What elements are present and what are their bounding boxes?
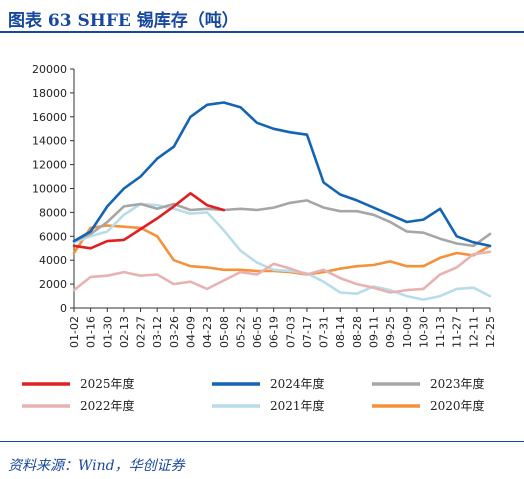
x-tick-label: 09-25 <box>384 316 397 348</box>
x-tick-label: 11-13 <box>434 316 447 348</box>
x-tick-label: 01-16 <box>85 316 98 348</box>
chart-legend: 2025年度 2024年度 2023年度 2022年度 2021年度 2020年度 <box>22 376 485 413</box>
x-tick-label: 05-08 <box>218 316 231 348</box>
series-line-2023年度 <box>72 199 492 248</box>
footer-divider <box>0 441 524 442</box>
y-axis-ticks: 0 2000 4000 6000 8000 10000 12000 14000 16000 180… <box>32 63 74 315</box>
x-tick-label: 10-30 <box>417 316 430 348</box>
x-tick-label: 07-03 <box>284 316 297 348</box>
x-tick-label: 07-31 <box>318 316 331 348</box>
x-tick-label: 04-09 <box>184 316 197 348</box>
y-tick-label: 4000 <box>39 254 67 267</box>
x-tick-label: 05-22 <box>234 316 247 348</box>
x-tick-label: 06-19 <box>268 316 281 348</box>
y-tick-label: 6000 <box>39 230 67 243</box>
x-tick-label: 09-11 <box>368 316 381 348</box>
y-tick-label: 16000 <box>32 111 67 124</box>
y-tick-label: 14000 <box>32 135 67 148</box>
legend-label: 2020年度 <box>430 398 485 413</box>
x-tick-label: 02-13 <box>118 316 131 348</box>
x-tick-label: 06-05 <box>251 316 264 348</box>
legend-label: 2022年度 <box>80 398 135 413</box>
series-line-2024年度 <box>72 101 492 248</box>
source-note: 资料来源：Wind，华创证券 <box>8 458 185 474</box>
x-tick-label: 10-09 <box>401 316 414 348</box>
x-tick-label: 11-27 <box>451 316 464 348</box>
line-chart: 0 2000 4000 6000 8000 10000 12000 14000 16000 180… <box>22 63 497 413</box>
legend-label: 2023年度 <box>430 376 485 391</box>
x-tick-label: 12-11 <box>467 316 480 348</box>
y-tick-label: 12000 <box>32 159 67 172</box>
legend-label: 2021年度 <box>270 398 325 413</box>
series-line-2025年度 <box>72 192 226 250</box>
title-divider <box>0 31 524 33</box>
y-tick-label: 20000 <box>32 63 67 76</box>
x-tick-label: 01-02 <box>68 316 81 348</box>
legend-label: 2024年度 <box>270 376 325 391</box>
x-tick-label: 03-26 <box>168 316 181 348</box>
x-axis-ticks: 01-02 01-16 01-30 02-13 02-27 03-12 03-26 04-09… <box>68 308 497 348</box>
x-tick-label: 08-28 <box>351 316 364 348</box>
y-tick-label: 0 <box>60 302 67 315</box>
y-tick-label: 8000 <box>39 206 67 219</box>
legend-label: 2025年度 <box>80 376 135 391</box>
y-tick-label: 18000 <box>32 87 67 100</box>
x-tick-label: 01-30 <box>101 316 114 348</box>
x-tick-label: 08-14 <box>334 316 347 348</box>
series-lines <box>72 101 492 301</box>
x-tick-label: 02-27 <box>135 316 148 348</box>
series-line-2022年度 <box>72 250 492 294</box>
x-tick-label: 04-23 <box>201 316 214 348</box>
y-tick-label: 2000 <box>39 278 67 291</box>
x-tick-label: 03-12 <box>151 316 164 348</box>
chart-title: 图表 63 SHFE 锡库存（吨） <box>8 11 239 31</box>
x-tick-label: 12-25 <box>484 316 497 348</box>
x-tick-label: 07-17 <box>301 316 314 348</box>
y-tick-label: 10000 <box>32 183 67 196</box>
